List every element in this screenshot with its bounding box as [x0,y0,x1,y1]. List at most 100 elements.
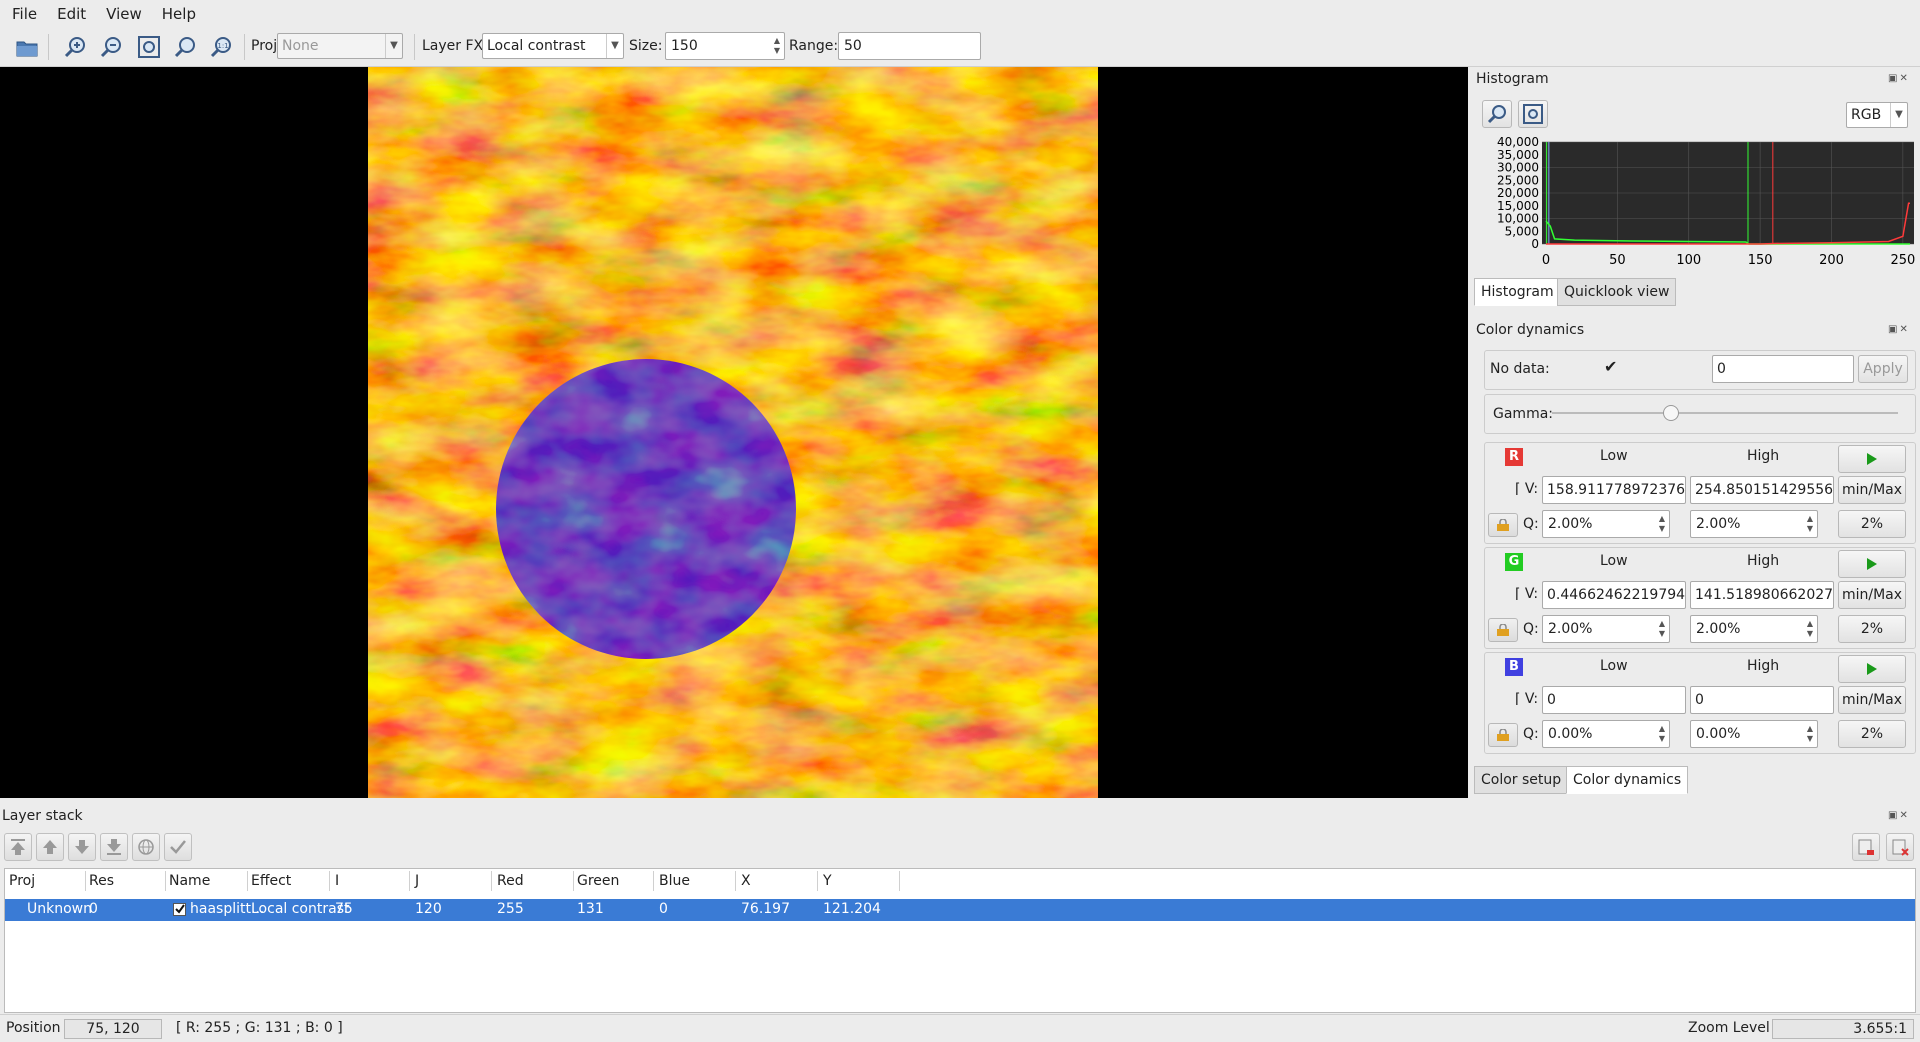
play-icon [1867,453,1877,465]
v-low-input[interactable]: 0.44662462219794 [1542,581,1686,609]
histogram-dock-title: Histogram [1476,71,1549,87]
q-high-spinbox[interactable]: 2.00% ▲ ▼ [1690,615,1818,643]
layer-visible-checkbox[interactable] [173,903,186,916]
spin-arrows-icon[interactable]: ▲ ▼ [1658,724,1666,743]
spin-arrows-icon[interactable]: ▲ ▼ [1806,619,1814,638]
checkmark-icon[interactable] [164,833,192,861]
menu-help[interactable]: Help [161,5,196,23]
zoom-out-icon[interactable] [96,32,126,62]
dock-float-close-icon[interactable]: ▣✕ [1888,73,1910,84]
play-button[interactable] [1838,445,1906,473]
q-low-spinbox[interactable]: 2.00% ▲ ▼ [1542,510,1670,538]
tab-color-dynamics[interactable]: Color dynamics [1566,766,1689,794]
play-button[interactable] [1838,655,1906,683]
column-header-y[interactable]: Y [823,873,832,889]
image-viewport[interactable] [0,67,1468,798]
channel-badge: R [1505,448,1523,466]
move-up-icon[interactable] [36,833,64,861]
column-header-x[interactable]: X [741,873,751,889]
dock-float-close-icon[interactable]: ▣✕ [1888,324,1910,335]
percent-button[interactable]: 2% [1838,510,1906,538]
layerfx-combo[interactable]: Local contrast ▼ [482,33,624,59]
zoom-label: Zoom Level [1688,1020,1770,1036]
menubar: File Edit View Help [0,0,1920,28]
tab-histogram[interactable]: Histogram [1474,278,1561,306]
zoom-selection-icon[interactable] [170,32,200,62]
menu-file[interactable]: File [12,5,38,23]
zoom-in-icon[interactable] [60,32,90,62]
zoom-fit-icon[interactable] [134,32,164,62]
q-high-value: 2.00% [1696,516,1741,532]
size-spinbox[interactable]: 150 ▲ ▼ [665,32,785,60]
gamma-slider-track[interactable] [1552,412,1898,414]
lock-icon[interactable] [1488,513,1518,537]
spin-arrows-icon[interactable]: ▲ ▼ [1658,619,1666,638]
play-icon [1867,663,1877,675]
q-high-spinbox[interactable]: 0.00% ▲ ▼ [1690,720,1818,748]
spin-arrows-icon[interactable]: ▲ ▼ [1658,514,1666,533]
apply-button[interactable]: Apply [1858,355,1908,383]
menu-view[interactable]: View [106,5,142,23]
lock-icon[interactable] [1488,618,1518,642]
gamma-slider-handle[interactable] [1662,405,1679,421]
channel-group-r [1484,442,1916,544]
zoom-original-icon[interactable]: 1:1 [206,32,236,62]
nodata-input[interactable]: 0 [1712,355,1854,383]
minmax-button[interactable]: min/Max [1838,686,1906,714]
column-header-green[interactable]: Green [577,873,620,889]
column-header-i[interactable]: I [335,873,340,889]
q-low-spinbox[interactable]: 0.00% ▲ ▼ [1542,720,1670,748]
range-input[interactable]: 50 [838,32,981,60]
spin-arrows-icon[interactable]: ▲ ▼ [1806,724,1814,743]
move-top-icon[interactable] [4,833,32,861]
close-layer-icon[interactable] [1886,833,1914,861]
remove-layer-icon[interactable] [1852,833,1880,861]
v-high-input[interactable]: 254.850151429556 [1690,476,1834,504]
tab-color-setup[interactable]: Color setup [1474,766,1569,794]
raster-image[interactable] [0,67,1468,798]
table-row[interactable]: Unknown 0 haasplitt... Local contrast 75… [5,899,1915,921]
lock-icon[interactable] [1488,723,1518,747]
histogram-mode-combo[interactable]: RGB ▼ [1846,102,1908,128]
move-down-icon[interactable] [68,833,96,861]
chevron-down-icon: ▼ [385,34,402,58]
column-header-effect[interactable]: Effect [251,873,292,889]
column-header-name[interactable]: Name [169,873,211,889]
proj-combo[interactable]: None ▼ [277,33,403,59]
tab-quicklook-view[interactable]: Quicklook view [1557,278,1677,306]
column-header-j[interactable]: J [415,873,420,889]
column-header-blue[interactable]: Blue [659,873,690,889]
open-folder-icon[interactable] [12,32,42,62]
column-header-res[interactable]: Res [89,873,115,889]
percent-button[interactable]: 2% [1838,615,1906,643]
histogram-fit-icon[interactable] [1518,100,1548,128]
v-high-input[interactable]: 0 [1690,686,1834,714]
dock-float-close-icon[interactable]: ▣✕ [1888,810,1910,821]
column-header-red[interactable]: Red [497,873,524,889]
q-low-spinbox[interactable]: 2.00% ▲ ▼ [1542,615,1670,643]
histogram-plot: 40,00035,00030,00025,00020,00015,00010,0… [1497,136,1915,268]
channel-badge: B [1505,658,1523,676]
channel-badge: G [1505,553,1523,571]
cell-proj: Unknown [27,901,92,917]
v-low-input[interactable]: 158.911778972376 [1542,476,1686,504]
minmax-button[interactable]: min/Max [1838,581,1906,609]
menu-edit[interactable]: Edit [57,5,87,23]
histogram-zoom-icon[interactable] [1482,100,1512,128]
minmax-button[interactable]: min/Max [1838,476,1906,504]
spin-arrows-icon[interactable]: ▲ ▼ [1806,514,1814,533]
nodata-checkbox[interactable]: ✔ [1604,357,1618,376]
v-high-input[interactable]: 141.518980662027 [1690,581,1834,609]
play-button[interactable] [1838,550,1906,578]
spin-arrows-icon[interactable]: ▲ ▼ [773,36,781,55]
percent-button[interactable]: 2% [1838,720,1906,748]
move-bottom-icon[interactable] [100,833,128,861]
v-low-input[interactable]: 0 [1542,686,1686,714]
globe-icon[interactable] [132,833,160,861]
statusbar: Position 75, 120 [ R: 255 ; G: 131 ; B: … [0,1014,1920,1042]
column-header-proj[interactable]: Proj [9,873,36,889]
v-low-value: 0 [1547,692,1556,708]
v-label-text: V: [1524,691,1539,707]
q-high-spinbox[interactable]: 2.00% ▲ ▼ [1690,510,1818,538]
v-label-text: V: [1524,481,1539,497]
